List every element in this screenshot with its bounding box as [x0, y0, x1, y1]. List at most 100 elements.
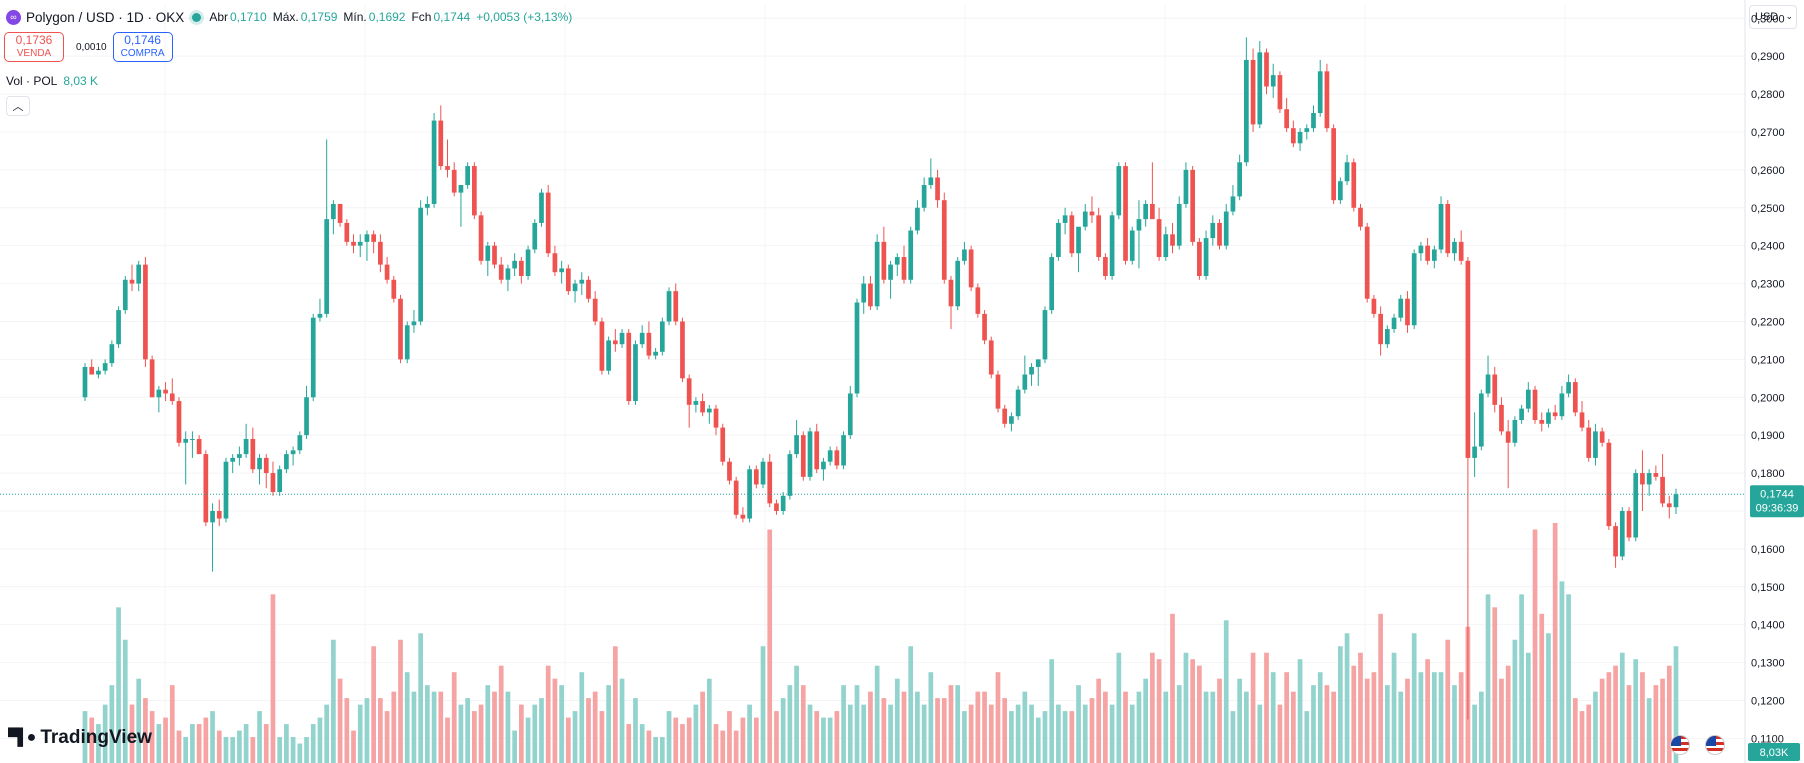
candle[interactable] [1123, 162, 1128, 265]
candle[interactable] [196, 435, 202, 455]
candle[interactable] [1378, 306, 1383, 356]
candle[interactable] [190, 431, 195, 458]
candle[interactable] [740, 507, 746, 523]
candle[interactable] [1015, 385, 1021, 421]
candle[interactable] [948, 275, 954, 330]
candle[interactable] [169, 378, 175, 405]
candle[interactable] [357, 234, 363, 258]
candle[interactable] [1129, 226, 1135, 265]
candle[interactable] [257, 454, 262, 485]
candle[interactable] [606, 336, 611, 375]
candle[interactable] [472, 162, 477, 220]
candle[interactable] [821, 457, 826, 481]
candle[interactable] [378, 234, 383, 273]
candle[interactable] [1478, 389, 1484, 451]
candle[interactable] [1626, 507, 1632, 542]
currency-selector[interactable]: USD ⌄ [1749, 5, 1797, 29]
candle[interactable] [1277, 71, 1283, 114]
candle[interactable] [1002, 404, 1008, 428]
candle[interactable] [1364, 222, 1370, 303]
candle[interactable] [646, 321, 652, 360]
candle[interactable] [391, 275, 397, 303]
candle[interactable] [586, 275, 591, 303]
candle[interactable] [1485, 355, 1491, 398]
candle[interactable] [780, 492, 786, 515]
candle[interactable] [438, 105, 444, 170]
candle[interactable] [1445, 200, 1451, 258]
candle[interactable] [800, 431, 806, 481]
candle[interactable] [794, 420, 799, 458]
candle[interactable] [612, 329, 618, 352]
candle[interactable] [1425, 238, 1430, 265]
candle[interactable] [277, 465, 283, 496]
candle[interactable] [1512, 416, 1518, 447]
candle[interactable] [854, 298, 860, 398]
candle[interactable] [1586, 420, 1592, 462]
candle[interactable] [404, 321, 410, 364]
candle[interactable] [847, 385, 853, 439]
candle[interactable] [1559, 385, 1565, 421]
candle[interactable] [727, 457, 732, 485]
candle[interactable] [1431, 245, 1437, 269]
candle[interactable] [1653, 465, 1659, 481]
candle[interactable] [1324, 63, 1330, 132]
candle[interactable] [1666, 495, 1672, 519]
candle[interactable] [908, 226, 914, 284]
candle[interactable] [1646, 469, 1652, 496]
candle[interactable] [1170, 222, 1175, 254]
candle[interactable] [894, 253, 900, 276]
candle[interactable] [673, 283, 679, 326]
candle[interactable] [1398, 294, 1404, 322]
candle[interactable] [1284, 97, 1289, 132]
candle[interactable] [733, 476, 739, 519]
candle[interactable] [310, 313, 316, 402]
candle[interactable] [82, 363, 88, 402]
tradingview-logo[interactable]: ▀▌● TradingView [8, 727, 152, 749]
candle[interactable] [1035, 359, 1041, 386]
candle[interactable] [747, 465, 752, 523]
candle[interactable] [774, 499, 779, 515]
candle[interactable] [565, 264, 571, 295]
candle[interactable] [143, 257, 148, 367]
candle[interactable] [1143, 200, 1149, 227]
candle[interactable] [915, 200, 920, 235]
candle[interactable] [955, 257, 961, 311]
candle[interactable] [539, 188, 544, 227]
candle[interactable] [693, 397, 699, 413]
candle[interactable] [371, 230, 377, 254]
candle[interactable] [1566, 374, 1571, 398]
candle[interactable] [1156, 207, 1162, 261]
candle[interactable] [599, 317, 605, 375]
candle[interactable] [861, 275, 867, 314]
candle[interactable] [874, 234, 880, 311]
candle[interactable] [304, 385, 309, 439]
candle[interactable] [1230, 185, 1236, 216]
price-axis[interactable]: 0,11000,12000,13000,14000,15000,16000,17… [1744, 0, 1785, 763]
candle[interactable] [1257, 41, 1263, 129]
candle[interactable] [1076, 226, 1081, 273]
candle[interactable] [1089, 196, 1095, 223]
candle[interactable] [713, 404, 719, 436]
candle[interactable] [1552, 404, 1558, 421]
candle[interactable] [183, 431, 189, 485]
candle[interactable] [344, 219, 350, 246]
candle[interactable] [1244, 37, 1249, 167]
candle[interactable] [928, 158, 934, 189]
candle[interactable] [592, 291, 598, 326]
candle[interactable] [451, 162, 457, 197]
candle[interactable] [1203, 230, 1209, 280]
candle[interactable] [1190, 166, 1196, 246]
candle[interactable] [1572, 378, 1578, 417]
candle[interactable] [1411, 249, 1417, 330]
candle[interactable] [519, 257, 524, 284]
candle[interactable] [834, 446, 840, 470]
candle[interactable] [552, 245, 558, 276]
candle[interactable] [478, 211, 484, 265]
candle[interactable] [653, 347, 658, 360]
candle[interactable] [230, 454, 236, 474]
candle[interactable] [1458, 230, 1464, 265]
candle[interactable] [1358, 203, 1363, 231]
candle[interactable] [1472, 412, 1477, 477]
candle[interactable] [1096, 207, 1102, 261]
